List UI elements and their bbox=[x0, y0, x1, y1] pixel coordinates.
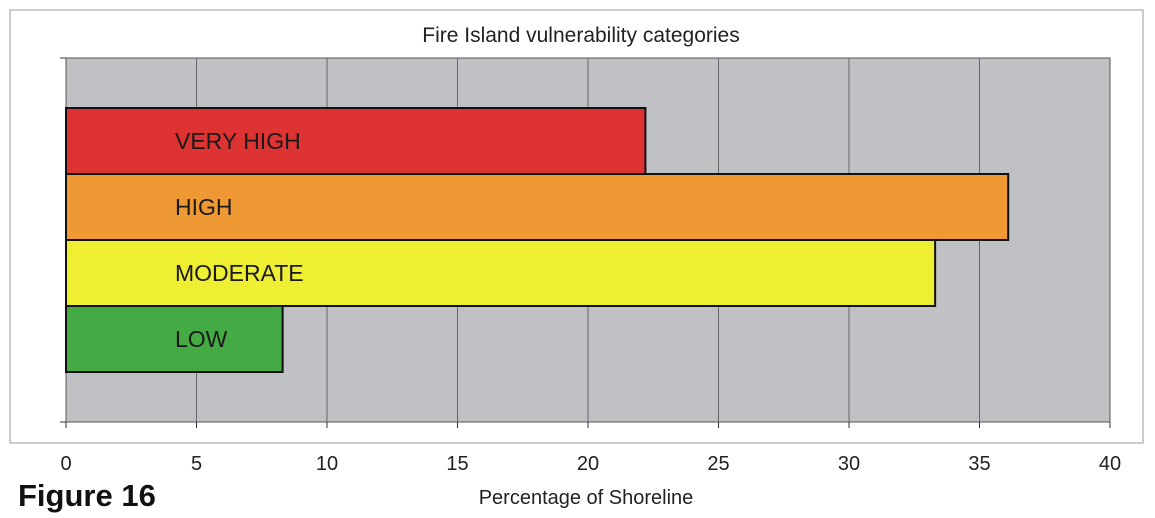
x-tick-label: 5 bbox=[191, 453, 202, 475]
x-tick-label: 0 bbox=[60, 453, 71, 475]
chart-title: Fire Island vulnerability categories bbox=[422, 24, 739, 47]
bar-category-label: VERY HIGH bbox=[175, 128, 301, 154]
x-tick-label: 10 bbox=[316, 453, 338, 475]
x-tick-label: 30 bbox=[838, 453, 860, 475]
x-tick-label: 15 bbox=[446, 453, 468, 475]
figure-label: Figure 16 bbox=[18, 478, 156, 513]
bar-category-label: MODERATE bbox=[175, 260, 304, 286]
x-tick-label: 35 bbox=[968, 453, 990, 475]
x-tick-label: 40 bbox=[1099, 453, 1121, 475]
bar-category-label: LOW bbox=[175, 326, 228, 352]
bars: VERY HIGH HIGH MODERATE LOW bbox=[65, 107, 1010, 373]
x-axis-label: Percentage of Shoreline bbox=[479, 487, 694, 509]
x-tick-label: 20 bbox=[577, 453, 599, 475]
x-axis: 0 5 10 15 20 25 30 35 40 bbox=[60, 57, 1121, 475]
bar bbox=[65, 173, 1010, 241]
bar bbox=[65, 305, 284, 373]
x-tick-label: 25 bbox=[707, 453, 729, 475]
bar bbox=[65, 107, 647, 175]
bar-category-label: HIGH bbox=[175, 194, 233, 220]
bar bbox=[65, 239, 937, 307]
